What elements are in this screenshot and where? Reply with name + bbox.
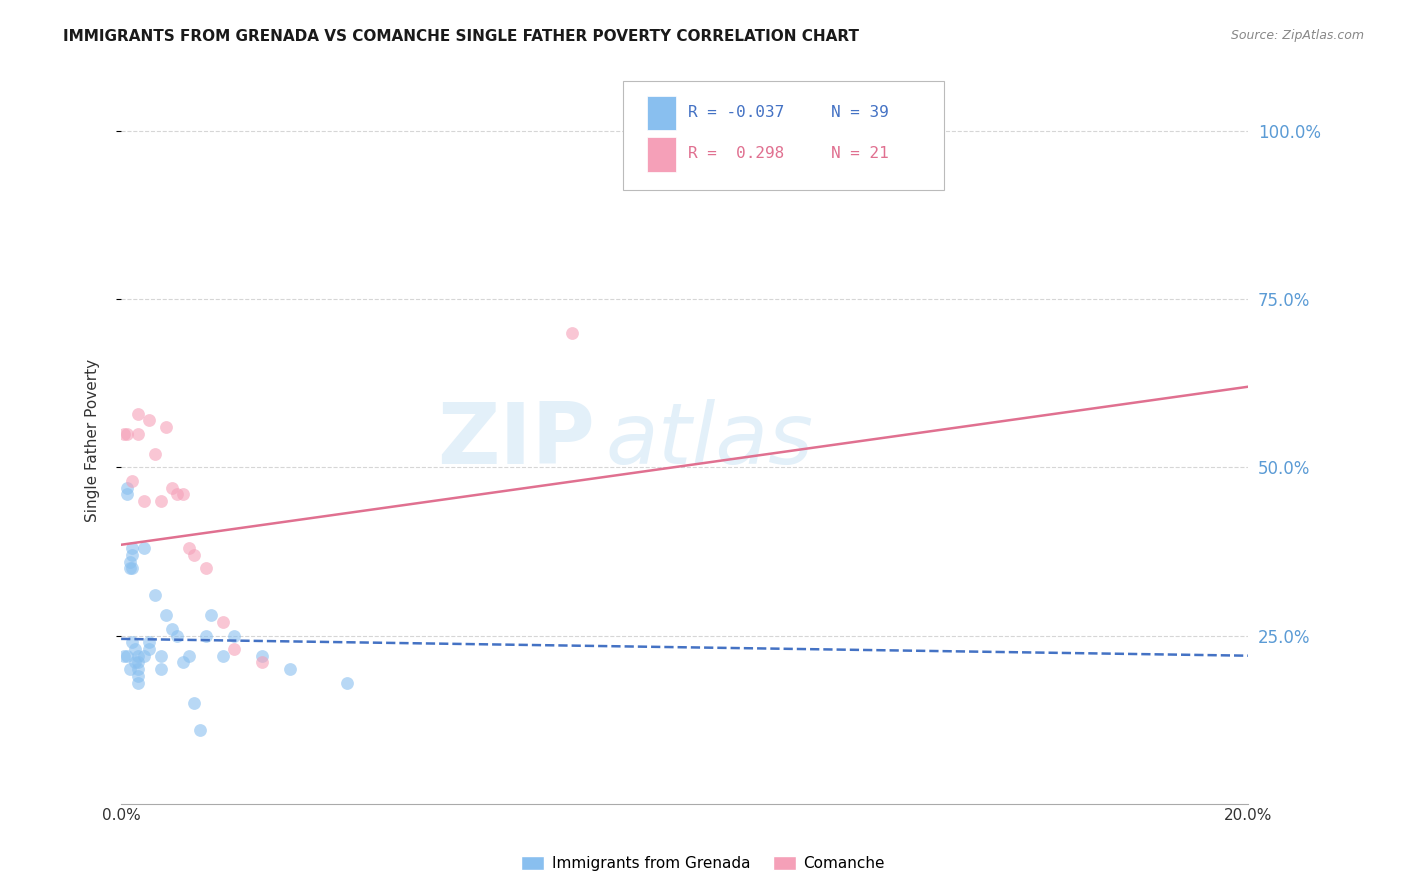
Text: N = 21: N = 21 xyxy=(831,146,889,161)
Point xyxy=(127,648,149,663)
Point xyxy=(211,615,233,629)
Point xyxy=(143,588,166,602)
Text: R = -0.037: R = -0.037 xyxy=(688,104,785,120)
FancyBboxPatch shape xyxy=(647,137,675,172)
Point xyxy=(149,648,172,663)
Point xyxy=(118,561,141,575)
Point xyxy=(194,628,217,642)
Point xyxy=(177,541,200,555)
Point xyxy=(188,723,211,737)
Point xyxy=(335,675,357,690)
Point xyxy=(250,648,273,663)
Point xyxy=(138,635,160,649)
Point xyxy=(127,426,149,441)
Point xyxy=(127,407,149,421)
Point xyxy=(172,656,194,670)
Point xyxy=(155,608,177,623)
Point xyxy=(115,487,138,501)
Point xyxy=(121,561,143,575)
Point xyxy=(127,662,149,676)
Point xyxy=(118,555,141,569)
Point xyxy=(183,696,205,710)
Legend: Immigrants from Grenada, Comanche: Immigrants from Grenada, Comanche xyxy=(515,850,891,877)
Text: atlas: atlas xyxy=(606,399,814,482)
Y-axis label: Single Father Poverty: Single Father Poverty xyxy=(86,359,100,522)
Point xyxy=(149,662,172,676)
Point xyxy=(121,474,143,488)
Point xyxy=(278,662,301,676)
Point xyxy=(177,648,200,663)
Point xyxy=(200,608,222,623)
Text: R =  0.298: R = 0.298 xyxy=(688,146,785,161)
Text: ZIP: ZIP xyxy=(437,399,595,482)
Point xyxy=(166,487,188,501)
Point xyxy=(132,541,155,555)
Point xyxy=(166,628,188,642)
Text: N = 39: N = 39 xyxy=(831,104,889,120)
Point xyxy=(194,561,217,575)
Point xyxy=(115,481,138,495)
Point xyxy=(121,541,143,555)
Point xyxy=(138,413,160,427)
Point xyxy=(211,648,233,663)
Point xyxy=(127,656,149,670)
Point xyxy=(115,426,138,441)
FancyBboxPatch shape xyxy=(647,95,675,130)
Point xyxy=(172,487,194,501)
Point xyxy=(112,648,135,663)
Point xyxy=(121,635,143,649)
Point xyxy=(155,420,177,434)
Point xyxy=(160,622,183,636)
FancyBboxPatch shape xyxy=(623,81,943,190)
Point xyxy=(143,447,166,461)
Point xyxy=(250,656,273,670)
Point xyxy=(222,642,245,657)
Text: Source: ZipAtlas.com: Source: ZipAtlas.com xyxy=(1230,29,1364,42)
Point xyxy=(124,656,146,670)
Point xyxy=(132,648,155,663)
Point xyxy=(127,675,149,690)
Point xyxy=(786,158,808,172)
Text: IMMIGRANTS FROM GRENADA VS COMANCHE SINGLE FATHER POVERTY CORRELATION CHART: IMMIGRANTS FROM GRENADA VS COMANCHE SING… xyxy=(63,29,859,44)
Point xyxy=(561,326,583,340)
Point xyxy=(160,481,183,495)
Point xyxy=(132,494,155,508)
Point xyxy=(121,548,143,562)
Point xyxy=(112,426,135,441)
Point xyxy=(138,642,160,657)
Point xyxy=(124,642,146,657)
Point xyxy=(149,494,172,508)
Point xyxy=(222,628,245,642)
Point xyxy=(183,548,205,562)
Point xyxy=(127,669,149,683)
Point xyxy=(118,662,141,676)
Point xyxy=(115,648,138,663)
